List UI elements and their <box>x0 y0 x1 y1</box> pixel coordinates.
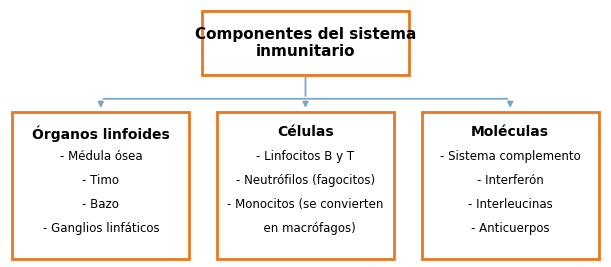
Text: - Interferón: - Interferón <box>477 174 544 187</box>
Text: en macrófagos): en macrófagos) <box>255 222 356 235</box>
Text: - Linfocitos B y T: - Linfocitos B y T <box>257 150 354 163</box>
Text: Órganos linfoides: Órganos linfoides <box>32 125 170 142</box>
Text: Componentes del sistema
inmunitario: Componentes del sistema inmunitario <box>195 26 416 59</box>
Text: - Monocitos (se convierten: - Monocitos (se convierten <box>227 198 384 211</box>
Bar <box>12 112 189 259</box>
Text: Células: Células <box>277 125 334 139</box>
Bar <box>202 11 409 75</box>
Text: - Bazo: - Bazo <box>82 198 119 211</box>
Text: - Sistema complemento: - Sistema complemento <box>440 150 580 163</box>
Text: - Médula ósea: - Médula ósea <box>59 150 142 163</box>
Text: Moléculas: Moléculas <box>471 125 549 139</box>
Text: - Ganglios linfáticos: - Ganglios linfáticos <box>43 222 159 235</box>
Bar <box>217 112 394 259</box>
Bar <box>422 112 599 259</box>
Text: - Interleucinas: - Interleucinas <box>468 198 552 211</box>
Text: - Neutrófilos (fagocitos): - Neutrófilos (fagocitos) <box>236 174 375 187</box>
Text: - Timo: - Timo <box>82 174 119 187</box>
Text: - Anticuerpos: - Anticuerpos <box>471 222 549 235</box>
